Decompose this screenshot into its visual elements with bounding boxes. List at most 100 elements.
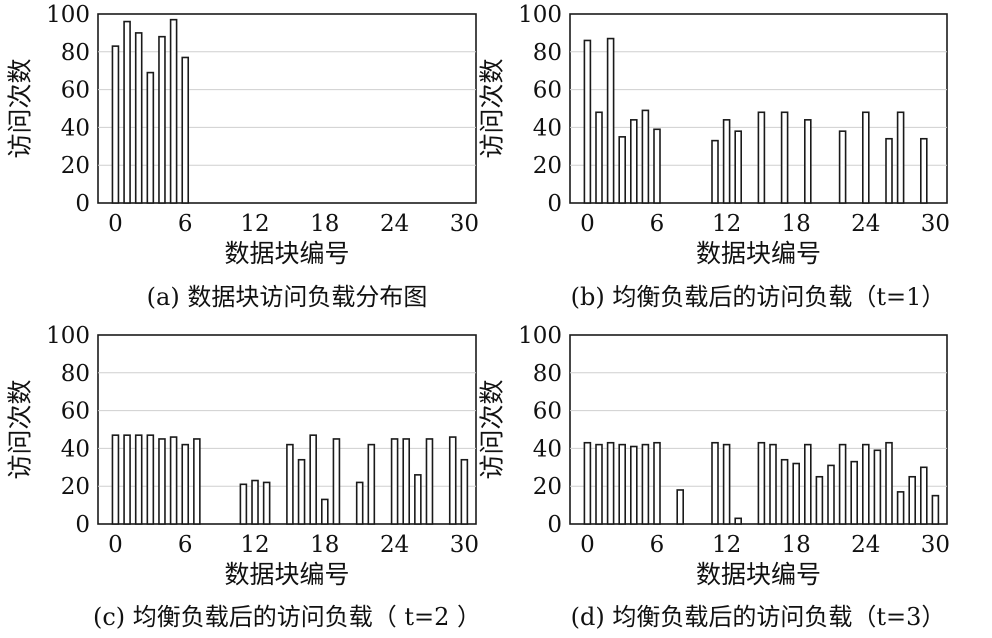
bar	[158, 438, 166, 525]
bar	[251, 479, 259, 525]
panel-caption: (d) 均衡负载后的访问负载（t=3）	[571, 603, 946, 631]
x-tick-label: 6	[650, 211, 665, 237]
bar	[896, 111, 905, 204]
bar	[757, 441, 766, 525]
bar	[769, 443, 777, 525]
bar	[158, 35, 166, 204]
bar	[595, 111, 603, 204]
x-tick-label: 24	[851, 211, 880, 237]
bar	[595, 443, 603, 525]
y-tick-label: 80	[533, 361, 562, 387]
y-tick-label: 100	[46, 2, 90, 28]
bar	[734, 517, 743, 525]
y-axis-label: 访问次数	[6, 379, 35, 479]
bar	[757, 111, 766, 204]
bar	[780, 458, 789, 525]
plot-frame	[97, 13, 477, 204]
bar	[123, 434, 131, 525]
x-tick-label: 24	[851, 532, 880, 558]
bar	[629, 119, 638, 204]
bar	[414, 474, 422, 525]
bar	[390, 438, 399, 525]
bar	[134, 434, 143, 525]
bar	[460, 458, 469, 525]
x-tick-label: 30	[450, 532, 479, 558]
bar	[629, 445, 638, 525]
x-tick-label: 0	[580, 532, 595, 558]
bar	[618, 136, 627, 204]
y-tick-label: 60	[533, 399, 562, 425]
bar	[606, 441, 615, 525]
bar	[722, 443, 731, 525]
bar	[583, 39, 592, 204]
bar	[618, 443, 627, 525]
bar	[355, 481, 364, 525]
bar	[896, 491, 905, 525]
x-tick-label: 30	[921, 532, 950, 558]
panel-caption: (b) 均衡负载后的访问负载（t=1）	[571, 283, 946, 311]
bar	[181, 443, 190, 525]
bar	[653, 441, 661, 525]
bar	[367, 443, 376, 525]
bar	[111, 434, 120, 525]
bar	[425, 438, 434, 525]
x-tick-label: 18	[782, 211, 811, 237]
y-axis-label: 访问次数	[478, 58, 507, 158]
bar	[169, 18, 178, 204]
bar	[239, 483, 248, 525]
bar	[641, 443, 650, 525]
bar	[908, 475, 917, 525]
bar	[193, 438, 201, 525]
x-tick-label: 24	[380, 532, 409, 558]
bar	[146, 434, 155, 525]
x-tick-label: 12	[240, 532, 269, 558]
y-tick-label: 40	[61, 436, 90, 462]
x-axis-label: 数据块编号	[224, 560, 349, 589]
x-tick-label: 30	[921, 211, 950, 237]
bar	[838, 130, 847, 204]
bar	[711, 139, 719, 204]
bar	[919, 137, 928, 204]
y-tick-label: 60	[61, 78, 90, 104]
bar	[653, 128, 661, 204]
x-tick-label: 0	[108, 211, 123, 237]
y-tick-label: 20	[533, 474, 562, 500]
bar	[286, 443, 294, 525]
bar	[332, 438, 341, 525]
y-tick-label: 40	[533, 436, 562, 462]
y-tick-label: 0	[547, 191, 562, 217]
bar	[448, 436, 457, 525]
bar	[402, 438, 411, 525]
bar	[169, 436, 178, 525]
bar	[885, 137, 893, 204]
x-axis-label: 数据块编号	[224, 239, 349, 268]
x-tick-label: 0	[580, 211, 595, 237]
y-tick-label: 60	[61, 399, 90, 425]
x-tick-label: 18	[310, 532, 339, 558]
bar	[676, 489, 685, 525]
bar	[181, 56, 190, 204]
bar	[780, 111, 789, 204]
x-tick-label: 18	[310, 211, 339, 237]
x-tick-label: 6	[178, 211, 193, 237]
panel-caption: (c) 均衡负载后的访问负载（ t=2 ）	[93, 603, 481, 631]
x-tick-label: 12	[240, 211, 269, 237]
bar	[850, 460, 859, 525]
y-axis-label: 访问次数	[478, 379, 507, 479]
x-tick-label: 18	[782, 532, 811, 558]
bar	[320, 498, 329, 525]
x-tick-label: 6	[650, 532, 665, 558]
bar	[734, 130, 743, 204]
panel-caption: (a) 数据块访问负载分布图	[147, 283, 428, 311]
x-tick-label: 6	[178, 532, 193, 558]
y-axis-label: 访问次数	[6, 58, 35, 158]
y-tick-label: 100	[518, 323, 562, 349]
y-tick-label: 100	[518, 2, 562, 28]
bar	[123, 20, 131, 204]
bar	[803, 119, 812, 204]
bar	[309, 434, 317, 525]
y-tick-label: 0	[75, 512, 90, 538]
